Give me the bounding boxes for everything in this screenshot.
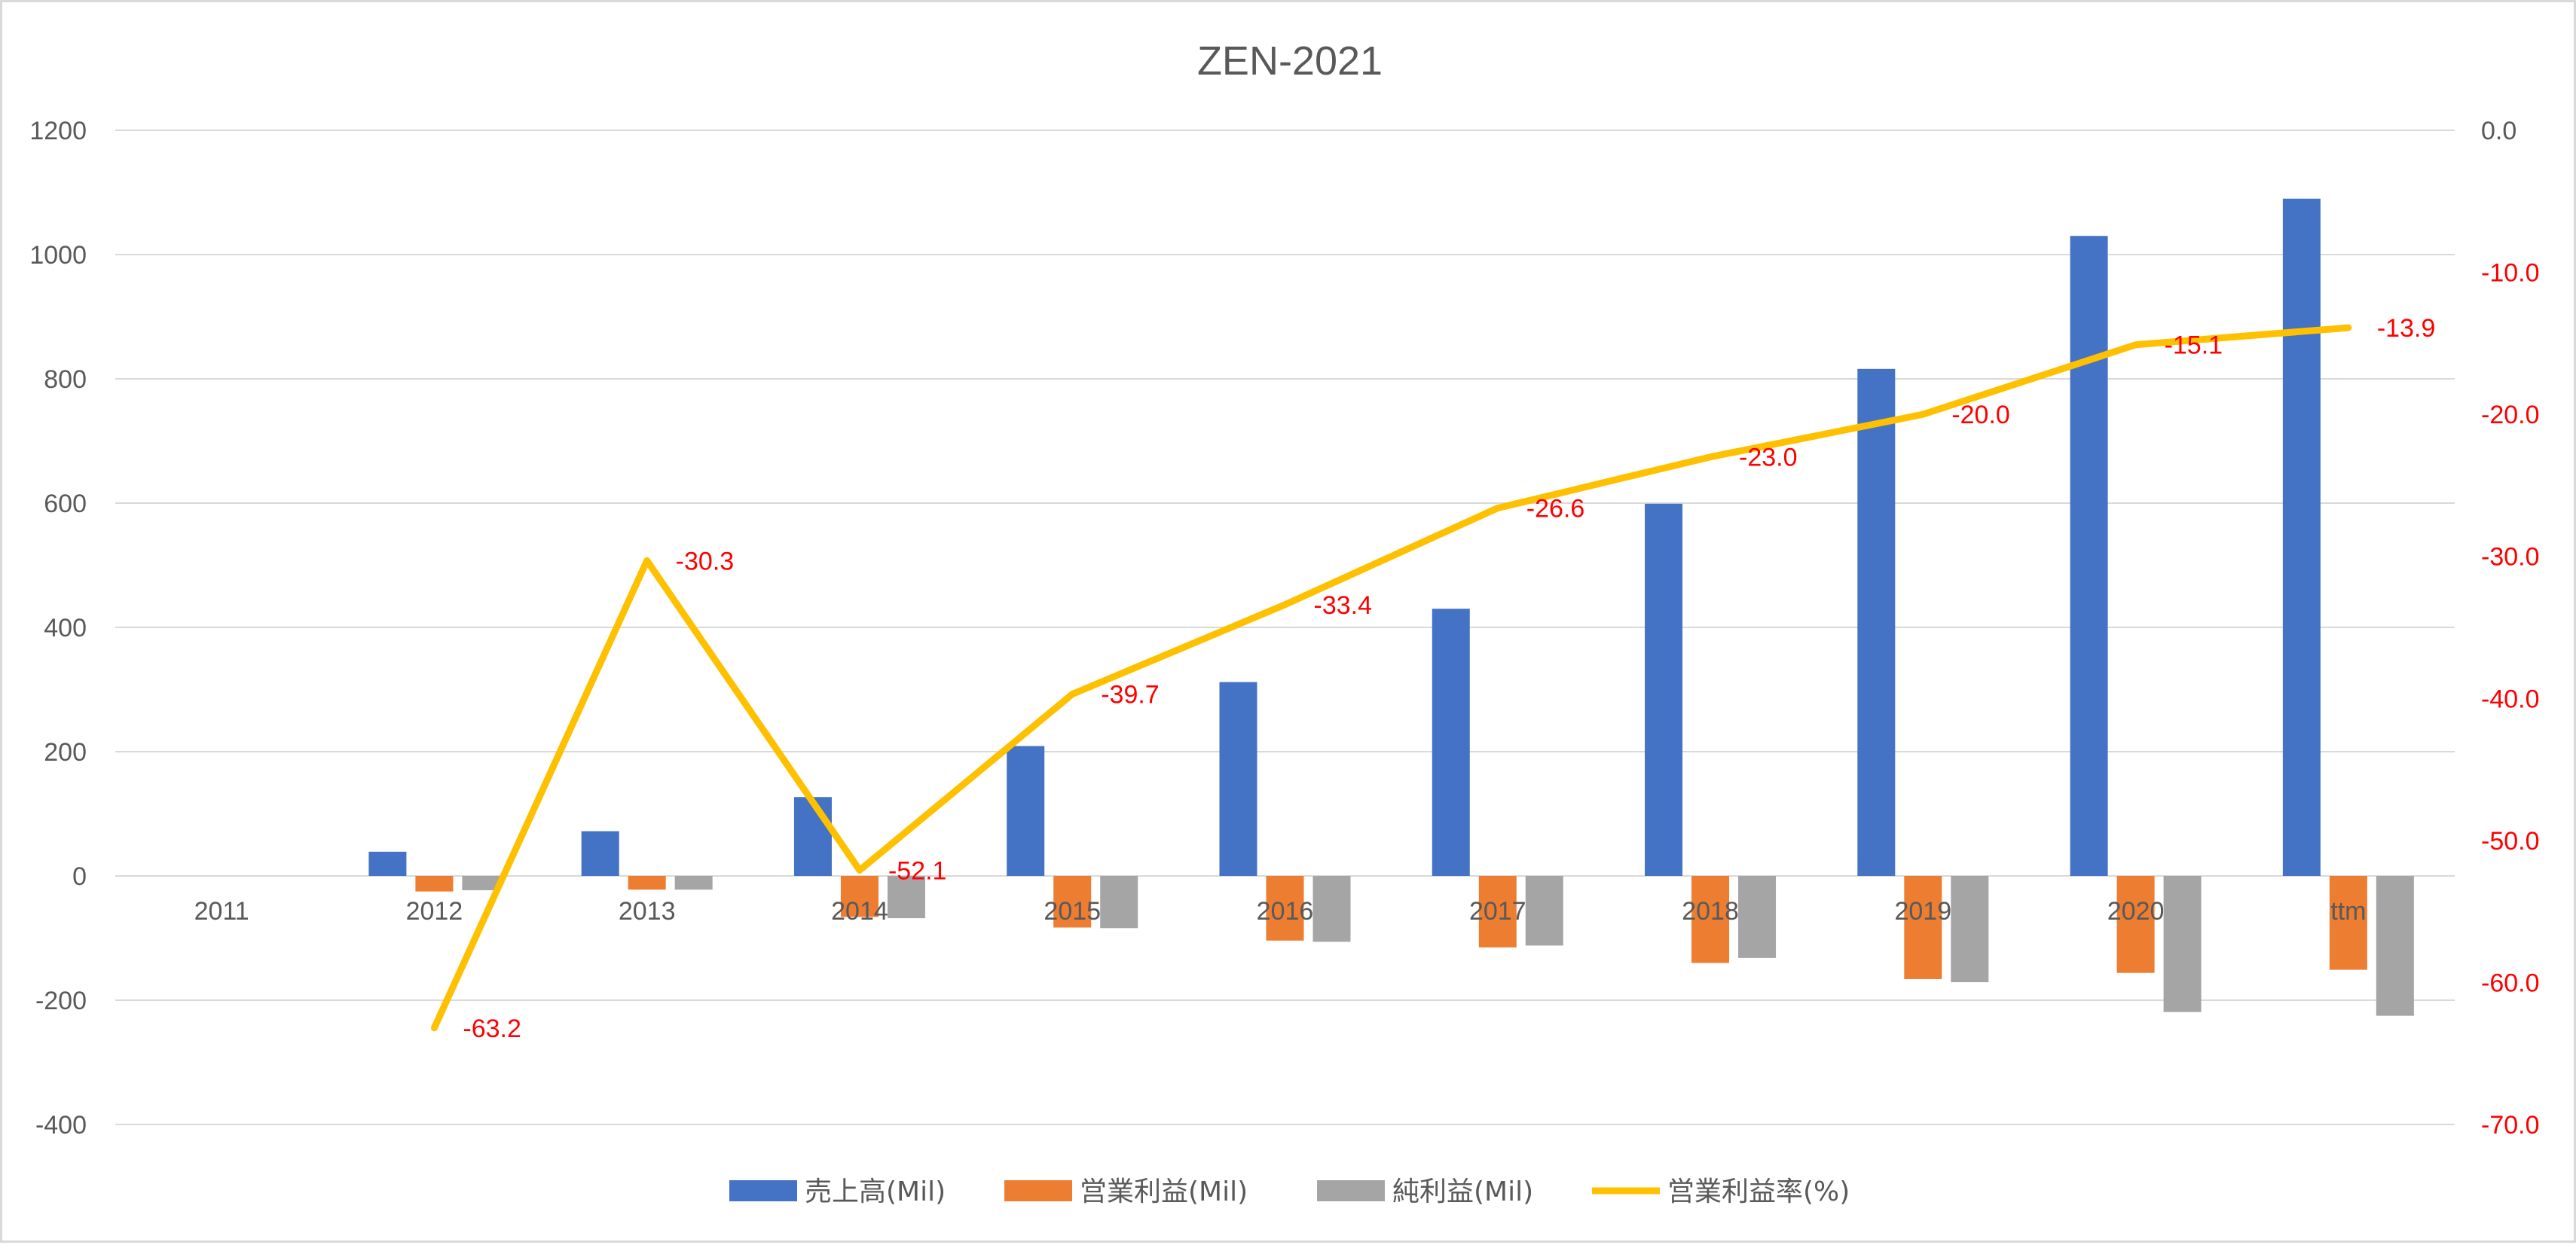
legend-label: 売上高(Mil): [805, 1176, 946, 1207]
bar-operating-income: [1904, 876, 1942, 979]
operating-margin-label: -33.4: [1314, 591, 1373, 620]
right-tick-label: -10.0: [2481, 259, 2540, 288]
left-tick-label: -200: [35, 987, 87, 1015]
line-series: [430, 324, 2352, 1032]
category-label: 2020: [2107, 897, 2165, 926]
operating-margin-label: -63.2: [463, 1015, 521, 1043]
bar-operating-income: [1691, 876, 1730, 963]
bar-net-income: [1100, 876, 1138, 929]
right-tick-label: -40.0: [2481, 685, 2540, 713]
right-tick-label: -70.0: [2481, 1111, 2540, 1140]
legend-item: 営業利益(Mil): [1004, 1176, 1248, 1207]
bar-revenue: [1007, 746, 1045, 876]
operating-margin-label: -15.1: [2165, 331, 2223, 360]
legend-swatch: [1317, 1180, 1385, 1201]
left-tick-label: 1000: [29, 241, 87, 270]
operating-margin-label: -23.0: [1739, 444, 1798, 472]
category-label: 2013: [619, 897, 676, 926]
right-tick-label: -60.0: [2481, 969, 2540, 997]
legend: 売上高(Mil) 営業利益(Mil) 純利益(Mil) 営業利益率(%): [729, 1176, 1850, 1207]
left-axis: 1200 1000 800 600 400 200 0 -200 -400: [29, 117, 87, 1140]
bar-operating-income: [415, 876, 454, 892]
chart-title: ZEN-2021: [1197, 38, 1383, 84]
legend-swatch: [729, 1180, 797, 1201]
category-label: ttm: [2330, 897, 2366, 926]
category-label: 2015: [1044, 897, 1101, 926]
bar-operating-income: [1478, 876, 1517, 947]
bar-revenue: [2070, 236, 2108, 876]
bar-revenue: [1432, 609, 1470, 876]
right-tick-label: -30.0: [2481, 543, 2540, 572]
operating-margin-label: -39.7: [1101, 681, 1160, 709]
left-tick-label: 0: [72, 862, 87, 891]
category-axis: 2011 2012 2013 2014 2015 2016 2017 2018 2019 2020…: [194, 897, 2367, 926]
right-tick-label: 0.0: [2481, 117, 2516, 145]
operating-margin-label: -13.9: [2377, 314, 2436, 343]
left-tick-label: 200: [44, 738, 87, 767]
bar-net-income: [887, 876, 925, 919]
bar-revenue: [2282, 198, 2321, 876]
legend-label: 営業利益(Mil): [1080, 1176, 1248, 1207]
legend-swatch: [1004, 1180, 1072, 1201]
bar-revenue: [368, 851, 407, 876]
left-tick-label: 800: [44, 365, 87, 394]
operating-margin-label: -52.1: [888, 856, 947, 885]
bar-operating-income: [1053, 876, 1092, 928]
right-axis: 0.0 -10.0 -20.0 -30.0 -40.0 -50.0 -60.0 -70.0: [2481, 117, 2540, 1140]
operating-margin-label: -26.6: [1526, 495, 1585, 523]
bar-series: [368, 198, 2414, 1016]
category-label: 2018: [1682, 897, 1739, 926]
bar-net-income: [462, 876, 500, 890]
category-label: 2012: [406, 897, 463, 926]
legend-item: 営業利益率(%): [1592, 1176, 1850, 1207]
bar-net-income: [1738, 876, 1777, 958]
bar-net-income: [674, 876, 713, 890]
bar-operating-income: [2329, 876, 2367, 970]
bar-revenue: [793, 797, 832, 876]
left-tick-label: -400: [35, 1111, 87, 1140]
bar-revenue: [1645, 503, 1683, 876]
data-labels: -63.2 -30.3 -52.1 -39.7 -33.4 -26.6 -23.0 -20.0…: [463, 314, 2435, 1043]
right-tick-label: -50.0: [2481, 827, 2540, 856]
bar-net-income: [2163, 876, 2202, 1012]
category-label: 2011: [194, 897, 249, 926]
bar-revenue: [1857, 368, 1896, 876]
bar-operating-income: [840, 876, 879, 917]
operating-margin-label: -30.3: [676, 547, 735, 575]
bar-revenue: [1219, 682, 1257, 876]
category-label: 2019: [1894, 897, 1951, 926]
bar-net-income: [1951, 876, 1989, 983]
legend-item: 売上高(Mil): [729, 1176, 946, 1207]
category-label: 2016: [1257, 897, 1314, 926]
category-label: 2014: [831, 897, 888, 926]
operating-margin-label: -20.0: [1951, 401, 2010, 429]
legend-label: 営業利益率(%): [1667, 1176, 1850, 1207]
bar-operating-income: [1266, 876, 1304, 941]
bar-net-income: [1312, 876, 1351, 942]
left-tick-label: 600: [44, 490, 87, 518]
operating-margin-line: [430, 324, 2352, 1032]
bar-net-income: [1525, 876, 1563, 946]
left-tick-label: 1200: [29, 117, 87, 145]
legend-item: 純利益(Mil): [1317, 1176, 1533, 1207]
bar-revenue: [581, 831, 619, 876]
legend-label: 純利益(Mil): [1392, 1176, 1533, 1207]
right-tick-label: -20.0: [2481, 401, 2540, 429]
bar-operating-income: [628, 876, 666, 890]
bar-operating-income: [2116, 876, 2155, 973]
bar-net-income: [2376, 876, 2414, 1016]
left-tick-label: 400: [44, 614, 87, 642]
category-label: 2017: [1469, 897, 1526, 926]
